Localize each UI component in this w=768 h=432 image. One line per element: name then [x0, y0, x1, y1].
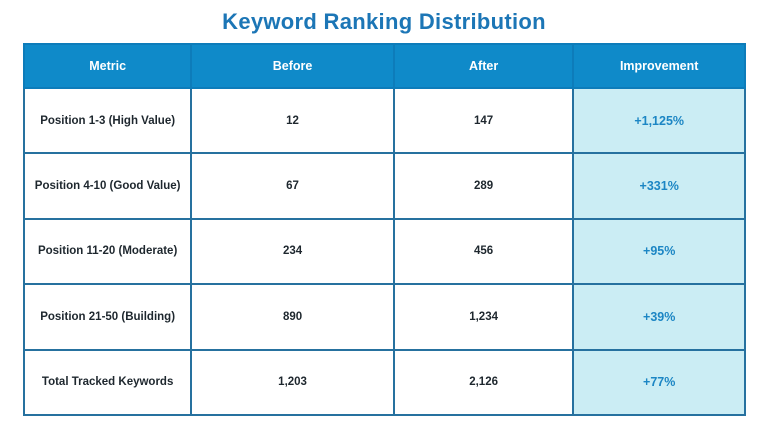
metric-cell: Position 11-20 (Moderate)	[22, 217, 193, 286]
table-body: Position 1-3 (High Value) 12 147 +1,125%…	[22, 86, 746, 417]
after-cell: 147	[392, 86, 575, 155]
table-row: Position 4-10 (Good Value) 67 289 +331%	[22, 152, 746, 220]
after-cell: 289	[392, 152, 575, 220]
metric-cell: Position 4-10 (Good Value)	[22, 152, 193, 220]
after-cell: 2,126	[392, 348, 575, 417]
metric-cell: Position 21-50 (Building)	[22, 283, 193, 351]
header-row: Metric Before After Improvement	[22, 43, 746, 89]
table-row: Position 11-20 (Moderate) 234 456 +95%	[22, 217, 746, 286]
table-header: Metric Before After Improvement	[22, 43, 746, 89]
metric-cell: Position 1-3 (High Value)	[22, 86, 193, 155]
before-cell: 67	[190, 152, 395, 220]
column-header-before: Before	[190, 43, 395, 89]
column-header-after: After	[392, 43, 575, 89]
before-cell: 234	[190, 217, 395, 286]
keyword-ranking-table: Metric Before After Improvement Position…	[22, 43, 746, 417]
improvement-cell: +39%	[572, 283, 746, 351]
improvement-cell: +1,125%	[572, 86, 746, 155]
before-cell: 890	[190, 283, 395, 351]
table-row: Position 21-50 (Building) 890 1,234 +39%	[22, 283, 746, 351]
before-cell: 1,203	[190, 348, 395, 417]
page-title: Keyword Ranking Distribution	[222, 9, 546, 34]
column-header-metric: Metric	[22, 43, 193, 89]
table-row: Position 1-3 (High Value) 12 147 +1,125%	[22, 86, 746, 155]
before-cell: 12	[190, 86, 395, 155]
metric-cell: Total Tracked Keywords	[22, 348, 193, 417]
improvement-cell: +77%	[572, 348, 746, 417]
after-cell: 456	[392, 217, 575, 286]
improvement-cell: +331%	[572, 152, 746, 220]
after-cell: 1,234	[392, 283, 575, 351]
improvement-cell: +95%	[572, 217, 746, 286]
table-row: Total Tracked Keywords 1,203 2,126 +77%	[22, 348, 746, 417]
column-header-improvement: Improvement	[572, 43, 746, 89]
